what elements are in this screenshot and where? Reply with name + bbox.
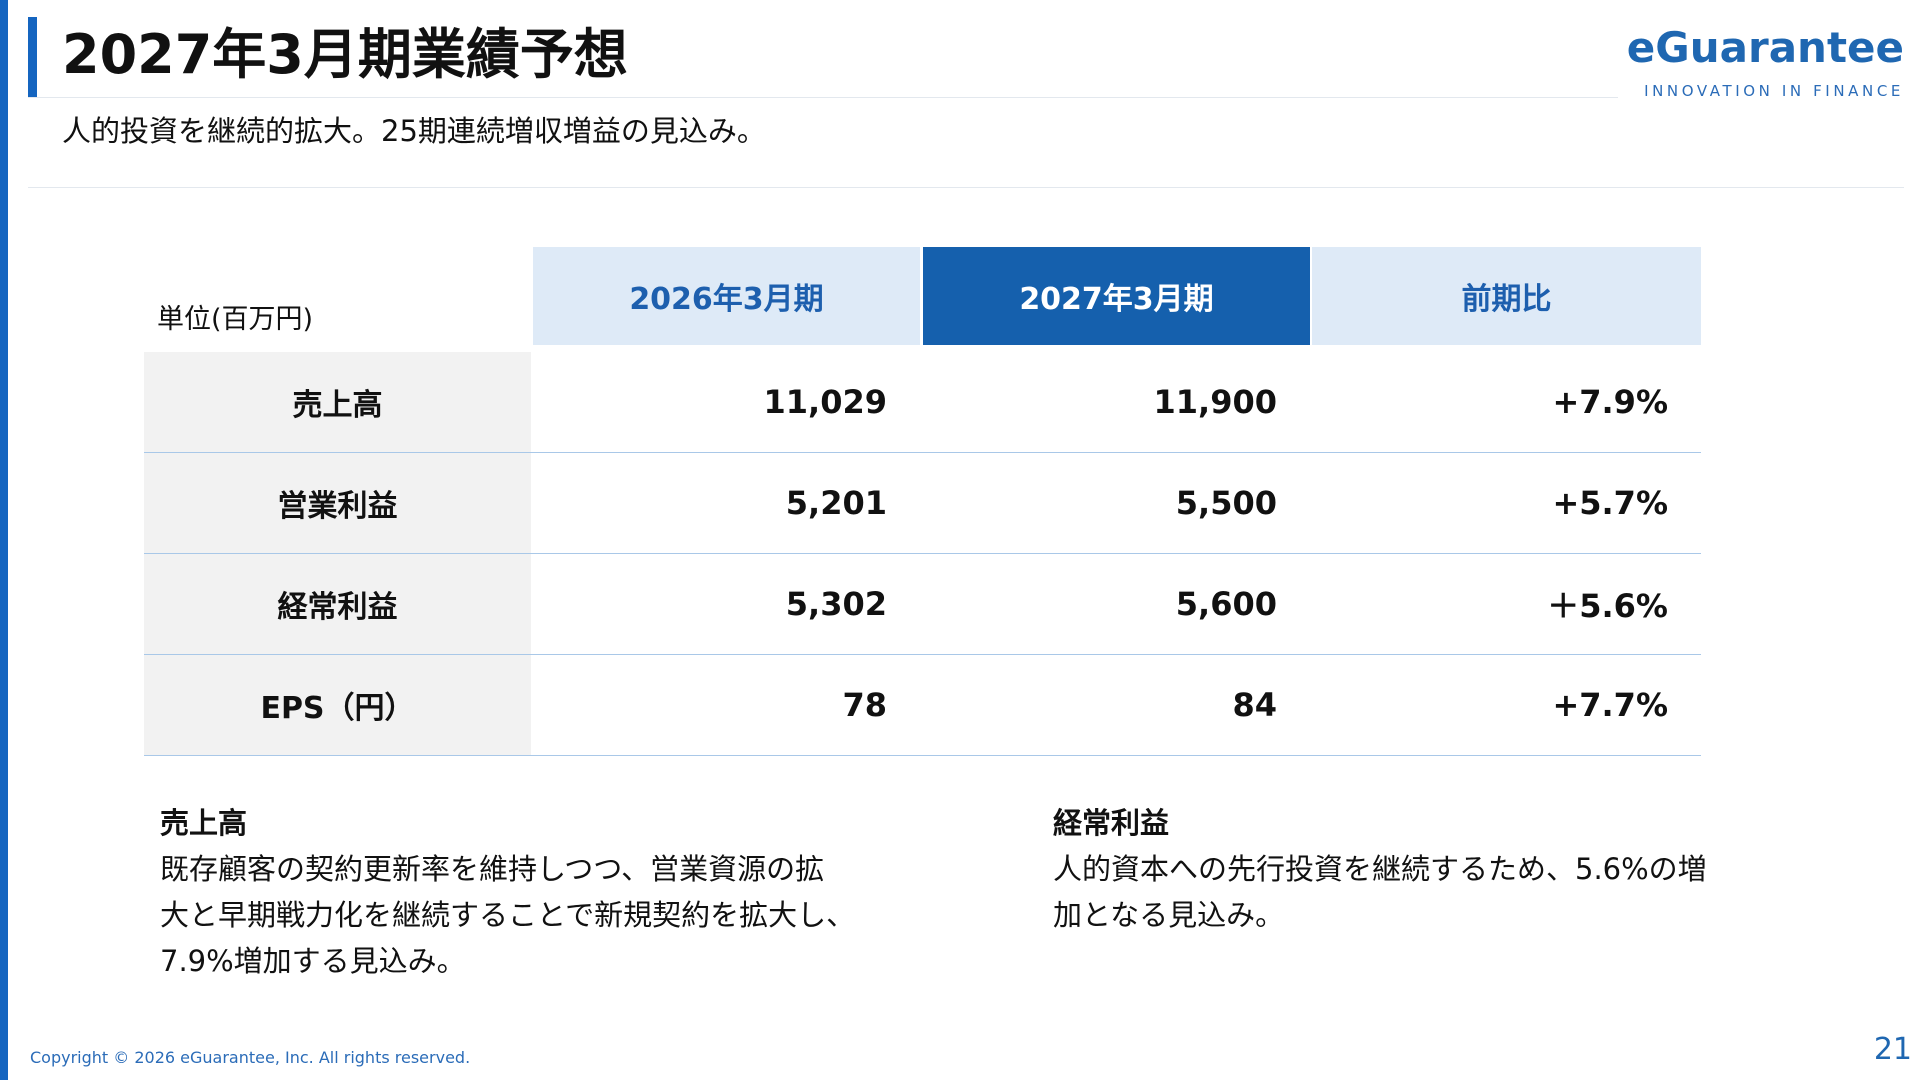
row-label: 売上高: [144, 352, 531, 452]
title-divider: [28, 97, 1618, 98]
note-ordinary-profit: 経常利益 人的資本への先行投資を継続するため、5.6%の増 加となる見込み。: [1053, 800, 1707, 938]
cell-fy2026: 5,201: [785, 484, 887, 522]
column-header-yoy: 前期比: [1312, 247, 1701, 345]
unit-label: 単位(百万円): [157, 304, 314, 335]
cell-yoy: +5.7%: [1552, 484, 1668, 522]
note-line: 大と早期戦力化を継続することで新規契約を拡大し、: [160, 898, 856, 932]
page-title: 2027年3月期業績予想: [62, 23, 628, 86]
page-subtitle: 人的投資を継続的拡大。25期連続増収増益の見込み。: [62, 114, 766, 148]
column-header-fy2026: 2026年3月期: [533, 247, 920, 345]
cell-fy2026: 11,029: [763, 383, 887, 421]
table-row-revenue: 売上高 11,029 11,900 +7.9%: [144, 352, 1701, 453]
column-header-fy2027: 2027年3月期: [923, 247, 1310, 345]
company-logo: eGuarantee INNOVATION IN FINANCE: [1604, 22, 1904, 102]
cell-fy2026: 78: [842, 686, 887, 724]
note-line: 7.9%増加する見込み。: [160, 944, 466, 978]
note-line: 人的資本への先行投資を継続するため、5.6%の増: [1053, 852, 1707, 886]
logo-tagline: INNOVATION IN FINANCE: [1644, 82, 1904, 100]
page-number: 21: [1873, 1032, 1912, 1067]
row-label: 経常利益: [144, 554, 531, 654]
row-label: 営業利益: [144, 453, 531, 553]
logo-wordmark: eGuarantee: [1626, 23, 1904, 72]
title-accent-bar: [28, 17, 37, 97]
note-body: 人的資本への先行投資を継続するため、5.6%の増 加となる見込み。: [1053, 846, 1707, 938]
cell-fy2026: 5,302: [785, 585, 887, 623]
cell-yoy: ＋5.6%: [1547, 587, 1668, 625]
table-row-eps: EPS（円） 78 84 +7.7%: [144, 655, 1701, 756]
cell-fy2027: 5,500: [1175, 484, 1277, 522]
note-line: 加となる見込み。: [1053, 898, 1285, 932]
row-label: EPS（円）: [144, 655, 531, 755]
cell-yoy: +7.9%: [1552, 383, 1668, 421]
note-revenue: 売上高 既存顧客の契約更新率を維持しつつ、営業資源の拡 大と早期戦力化を継続する…: [160, 800, 855, 984]
cell-fy2027: 11,900: [1153, 383, 1277, 421]
left-accent-bar: [0, 0, 8, 1080]
table-row-operating-profit: 営業利益 5,201 5,500 +5.7%: [144, 453, 1701, 554]
cell-yoy: +7.7%: [1552, 686, 1668, 724]
cell-fy2027: 84: [1232, 686, 1277, 724]
subtitle-divider: [28, 187, 1904, 188]
note-title: 経常利益: [1053, 806, 1170, 840]
note-body: 既存顧客の契約更新率を維持しつつ、営業資源の拡 大と早期戦力化を継続することで新…: [160, 846, 855, 984]
cell-fy2027: 5,600: [1175, 585, 1277, 623]
table-row-ordinary-profit: 経常利益 5,302 5,600 ＋5.6%: [144, 554, 1701, 655]
note-line: 既存顧客の契約更新率を維持しつつ、営業資源の拡: [160, 852, 825, 886]
note-title: 売上高: [160, 806, 248, 840]
copyright-notice: Copyright © 2026 eGuarantee, Inc. All ri…: [30, 1048, 471, 1067]
